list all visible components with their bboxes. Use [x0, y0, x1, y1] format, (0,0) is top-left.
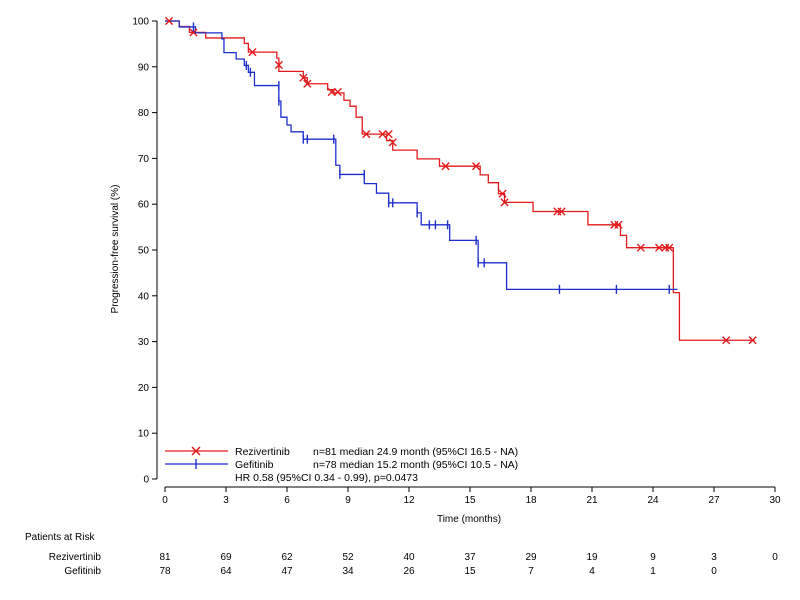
censor-mark-rezivertinib — [472, 162, 481, 171]
risk-count-rezivertinib: 0 — [772, 552, 778, 563]
censor-mark-rezivertinib — [378, 130, 387, 139]
risk-count-gefitinib: 7 — [528, 566, 534, 577]
risk-count-rezivertinib: 9 — [650, 552, 656, 563]
risk-count-rezivertinib: 37 — [464, 552, 476, 563]
risk-row-label-rezivertinib: Rezivertinib — [49, 552, 102, 563]
censor-mark-rezivertinib — [665, 243, 674, 252]
y-tick-label-30: 30 — [138, 337, 150, 348]
censor-mark-rezivertinib — [248, 48, 257, 57]
censor-mark-rezivertinib — [388, 138, 397, 147]
axes: 0 10 20 30 40 50 60 70 80 90 100 0 3 6 9 12 15 18 21 24 27 30 — [132, 17, 781, 507]
legend-marker-rezivertinib-b — [191, 446, 201, 456]
risk-count-gefitinib: 4 — [589, 566, 595, 577]
y-tick-label-50: 50 — [138, 246, 150, 257]
censor-mark-rezivertinib — [441, 162, 450, 171]
legend: Rezivertinib n=81 median 24.9 month (95%… — [165, 446, 518, 484]
risk-count-gefitinib: 34 — [342, 566, 354, 577]
risk-count-rezivertinib: 40 — [403, 552, 415, 563]
y-tick-label-80: 80 — [138, 108, 150, 119]
legend-stats-gefitinib: n=78 median 15.2 month (95%CI 10.5 - NA) — [313, 459, 518, 471]
censor-marks — [164, 16, 757, 345]
risk-count-gefitinib: 78 — [159, 566, 171, 577]
risk-row-label-gefitinib: Gefitinib — [64, 566, 101, 577]
censor-mark-rezivertinib — [189, 28, 198, 37]
y-tick-label-20: 20 — [138, 383, 150, 394]
y-tick-label-0: 0 — [143, 475, 149, 486]
x-tick-label-12: 12 — [403, 495, 415, 506]
censor-mark-rezivertinib — [636, 243, 645, 252]
y-axis-title: Progression-free survival (%) — [110, 185, 121, 314]
y-tick-label-60: 60 — [138, 200, 150, 211]
risk-counts: 81 69 62 52 40 37 29 19 9 3 0 78 64 47 34 26 15 7 4 1 0 — [159, 552, 778, 577]
censor-mark-rezivertinib — [498, 189, 507, 198]
x-tick-label-30: 30 — [769, 495, 781, 506]
censor-mark-rezivertinib — [327, 87, 336, 97]
x-tick-label-27: 27 — [708, 495, 720, 506]
risk-count-rezivertinib: 81 — [159, 552, 171, 563]
hazard-ratio-annotation: HR 0.58 (95%CI 0.34 - 0.99), p=0.0473 — [235, 472, 418, 484]
censor-mark-rezivertinib — [303, 79, 312, 88]
censor-mark-rezivertinib — [614, 220, 623, 229]
censor-mark-rezivertinib — [557, 207, 566, 216]
risk-count-gefitinib: 47 — [281, 566, 293, 577]
risk-count-gefitinib: 1 — [650, 566, 656, 577]
censor-mark-rezivertinib — [748, 336, 757, 345]
curve-rezivertinib — [165, 20, 755, 341]
censor-mark-rezivertinib — [655, 243, 664, 252]
x-axis-title: Time (months) — [437, 514, 501, 525]
x-tick-label-9: 9 — [345, 495, 351, 506]
censor-mark-rezivertinib — [274, 60, 283, 70]
risk-count-gefitinib: 15 — [464, 566, 476, 577]
x-tick-label-6: 6 — [284, 495, 290, 506]
legend-stats-rezivertinib: n=81 median 24.9 month (95%CI 16.5 - NA) — [313, 446, 518, 458]
legend-label-gefitinib: Gefitinib — [235, 459, 274, 471]
risk-count-rezivertinib: 62 — [281, 552, 293, 563]
risk-count-rezivertinib: 19 — [586, 552, 598, 563]
x-tick-label-0: 0 — [162, 495, 168, 506]
x-tick-label-18: 18 — [525, 495, 537, 506]
curve-gefitinib — [165, 20, 678, 291]
censor-mark-rezivertinib — [500, 198, 509, 207]
censor-mark-rezivertinib — [384, 130, 393, 139]
risk-count-gefitinib: 64 — [220, 566, 232, 577]
risk-count-rezivertinib: 29 — [525, 552, 537, 563]
censor-mark-rezivertinib — [299, 73, 308, 82]
censor-mark-rezivertinib — [722, 336, 731, 345]
censor-mark-rezivertinib — [164, 16, 174, 26]
y-tick-label-40: 40 — [138, 291, 150, 302]
risk-count-gefitinib: 26 — [403, 566, 415, 577]
censor-mark-rezivertinib — [362, 130, 371, 139]
x-tick-label-15: 15 — [464, 495, 476, 506]
x-tick-label-3: 3 — [223, 495, 229, 506]
risk-count-rezivertinib: 69 — [220, 552, 232, 563]
risk-table-heading: Patients at Risk — [25, 532, 95, 543]
risk-count-rezivertinib: 52 — [342, 552, 354, 563]
legend-label-rezivertinib: Rezivertinib — [235, 446, 290, 458]
y-tick-label-90: 90 — [138, 62, 150, 73]
risk-count-gefitinib: 0 — [711, 566, 717, 577]
risk-table: Patients at Risk Rezivertinib Gefitinib … — [25, 532, 778, 577]
censor-mark-rezivertinib — [333, 87, 342, 97]
risk-count-rezivertinib: 3 — [711, 552, 717, 563]
y-tick-label-70: 70 — [138, 154, 150, 165]
x-tick-label-24: 24 — [647, 495, 659, 506]
survival-curves — [165, 20, 755, 341]
x-tick-label-21: 21 — [586, 495, 598, 506]
y-tick-label-100: 100 — [132, 17, 149, 28]
y-tick-label-10: 10 — [138, 429, 150, 440]
